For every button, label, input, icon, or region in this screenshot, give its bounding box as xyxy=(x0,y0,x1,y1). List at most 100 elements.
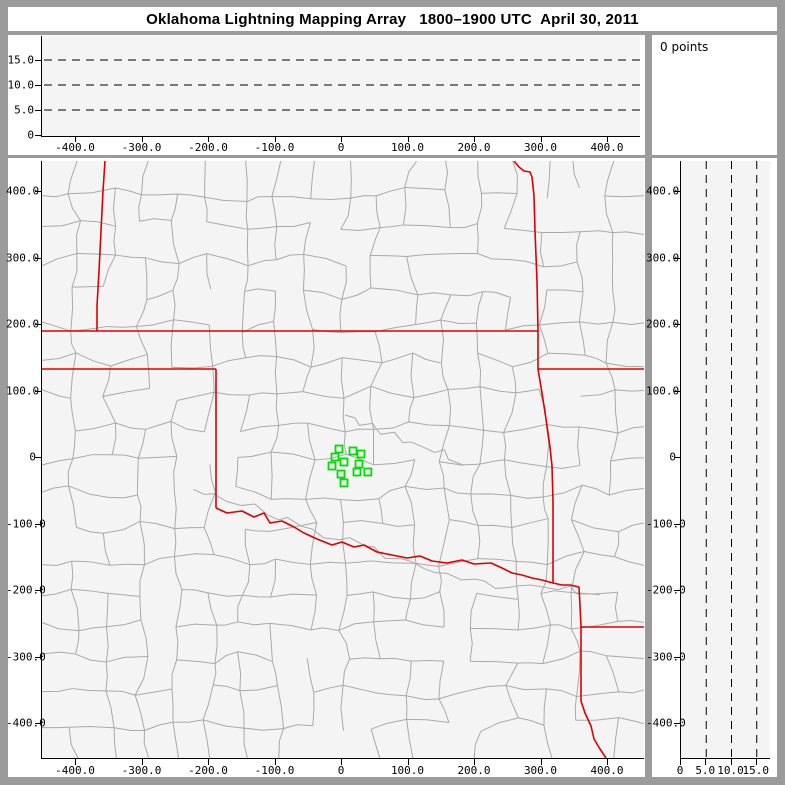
tick-mark xyxy=(680,759,681,765)
tick-mark xyxy=(674,523,680,525)
tick-label: 100.0 xyxy=(390,141,425,154)
tick-mark xyxy=(35,191,41,192)
tick-mark xyxy=(705,759,707,765)
tick-mark xyxy=(407,137,409,142)
altitude-ew-gridlines xyxy=(44,59,640,111)
lma-station-marker xyxy=(339,478,349,488)
tick-mark xyxy=(540,137,542,142)
tick-mark xyxy=(75,137,76,142)
tick-label: 200.0 xyxy=(646,317,680,331)
tick-label: 300.0 xyxy=(646,251,680,264)
tick-mark xyxy=(35,85,41,86)
tick-label: 5.0 xyxy=(14,103,34,117)
tick-mark xyxy=(35,324,41,325)
tick-mark xyxy=(674,191,680,192)
tick-label: 300.0 xyxy=(6,251,40,264)
tick-mark xyxy=(674,257,680,259)
tick-mark xyxy=(75,759,76,765)
tick-label: -200.0 xyxy=(188,764,228,777)
tick-mark xyxy=(341,137,342,142)
tick-label: 0 xyxy=(337,764,345,777)
tick-label: -300.0 xyxy=(121,141,162,154)
tick-mark xyxy=(35,723,41,724)
tick-label: -300.0 xyxy=(121,764,162,777)
tick-label: 400.0 xyxy=(590,764,624,777)
tick-label: 100.0 xyxy=(6,384,40,397)
lma-station-marker xyxy=(352,467,362,477)
tick-mark xyxy=(607,759,608,765)
page-title: Oklahoma Lightning Mapping Array 1800–19… xyxy=(146,10,639,28)
state-borders-layer xyxy=(42,161,644,758)
tick-mark xyxy=(208,759,209,765)
points-histogram-box xyxy=(652,35,777,155)
tick-mark xyxy=(755,759,757,765)
tick-label: 5.0 xyxy=(695,764,716,777)
tick-label: 0 xyxy=(337,141,345,154)
tick-mark xyxy=(674,390,680,392)
tick-label: -300.0 xyxy=(646,650,686,663)
altitude-ns-plot xyxy=(680,161,770,759)
tick-label: 400.0 xyxy=(6,184,40,198)
tick-mark xyxy=(35,523,41,525)
tick-label: -100.0 xyxy=(646,517,686,530)
tick-label: 10.0 xyxy=(7,78,35,92)
tick-mark xyxy=(35,590,41,591)
plan-view-map-plot xyxy=(41,161,644,759)
tick-label: 400.0 xyxy=(646,184,680,198)
lma-station-marker xyxy=(330,452,340,462)
tick-label: -200.0 xyxy=(646,583,686,597)
lma-station-marker xyxy=(348,446,358,456)
tick-label: 100.0 xyxy=(390,764,425,777)
title-bar: Oklahoma Lightning Mapping Array 1800–19… xyxy=(8,7,777,31)
tick-mark xyxy=(274,759,276,765)
tick-mark xyxy=(730,759,732,765)
tick-mark xyxy=(407,759,409,765)
tick-mark xyxy=(607,137,608,142)
tick-mark xyxy=(208,137,209,142)
tick-label: 200.0 xyxy=(457,764,491,777)
tick-label: 400.0 xyxy=(590,141,624,154)
tick-mark xyxy=(35,390,41,392)
tick-mark xyxy=(674,590,680,591)
tick-label: 100.0 xyxy=(646,384,680,397)
tick-label: -100.0 xyxy=(6,517,46,530)
tick-mark xyxy=(35,656,41,658)
altitude-ew-plot xyxy=(41,36,640,137)
plan-view-map-canvas xyxy=(42,161,644,758)
tick-label: 200.0 xyxy=(457,141,491,154)
tick-label: -300.0 xyxy=(6,650,46,663)
lma-station-marker xyxy=(354,459,364,469)
tick-mark xyxy=(341,759,342,765)
tick-mark xyxy=(674,723,680,724)
tick-mark xyxy=(35,457,41,458)
lma-station-marker xyxy=(339,457,349,467)
tick-label: -200.0 xyxy=(188,141,228,154)
tick-label: 200.0 xyxy=(6,317,40,331)
tick-label: 300.0 xyxy=(523,141,558,154)
tick-label: -200.0 xyxy=(6,583,46,597)
tick-label: -100.0 xyxy=(254,141,295,154)
tick-label: -400.0 xyxy=(55,141,95,154)
tick-label: -400.0 xyxy=(55,764,95,777)
tick-mark xyxy=(474,137,475,142)
tick-label: -400.0 xyxy=(646,716,686,730)
tick-label: 10.0 xyxy=(717,764,744,777)
lma-station-marker xyxy=(363,467,373,477)
tick-label: 0 xyxy=(29,450,36,464)
tick-mark xyxy=(35,257,41,259)
tick-mark xyxy=(35,60,41,61)
tick-mark xyxy=(35,135,41,136)
tick-label: -400.0 xyxy=(6,716,46,730)
tick-label: 15.0 xyxy=(7,53,35,67)
tick-mark xyxy=(141,759,143,765)
tick-label: 15.0 xyxy=(742,764,770,777)
lma-station-marker xyxy=(356,449,366,459)
tick-mark xyxy=(474,759,475,765)
lma-station-marker xyxy=(336,469,346,479)
tick-mark xyxy=(141,137,143,142)
tick-label: 0 xyxy=(27,128,34,142)
tick-mark xyxy=(674,324,680,325)
lma-station-marker xyxy=(334,444,344,454)
river-lines-layer xyxy=(193,414,600,596)
